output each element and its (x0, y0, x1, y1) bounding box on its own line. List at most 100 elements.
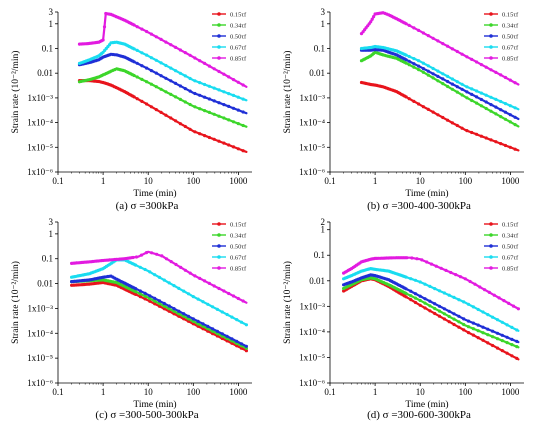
series-point (159, 74, 163, 78)
series-point (455, 49, 459, 54)
series-point (510, 343, 514, 347)
series-point (149, 69, 153, 73)
series-point (441, 82, 445, 86)
series-point (164, 113, 168, 117)
legend-marker (217, 12, 221, 16)
series-point (413, 300, 418, 305)
series-point (236, 296, 240, 301)
y-tick-label: 1x10⁻⁶ (27, 378, 53, 388)
series-point (222, 103, 226, 107)
series-point (442, 307, 446, 311)
series-point (198, 81, 202, 85)
series-point (217, 286, 221, 291)
series-point (183, 268, 187, 272)
series-point (167, 281, 171, 285)
series-point (177, 312, 181, 316)
x-tick-label: 1000 (229, 387, 248, 397)
series-point (409, 298, 413, 302)
series-point (193, 56, 197, 60)
series-point (157, 275, 162, 279)
series-point (478, 285, 482, 289)
y-tick-label: 1x10⁻⁶ (299, 378, 325, 388)
series-point (188, 127, 192, 131)
series-point (239, 342, 244, 346)
series-point (203, 61, 207, 65)
series-point (241, 123, 245, 128)
series-point (465, 90, 469, 94)
series-point (164, 40, 168, 44)
series-point (227, 92, 231, 96)
series-point (239, 320, 244, 324)
x-axis-label: Time (min) (133, 188, 176, 199)
series-point (230, 337, 234, 341)
series-point (203, 109, 207, 113)
series-point (222, 90, 226, 94)
series-point (452, 295, 456, 299)
series-point (162, 301, 166, 306)
series-line (360, 48, 520, 121)
series-point (423, 282, 427, 286)
series-point (167, 309, 171, 313)
y-tick-label: 1x10⁻³ (300, 301, 326, 311)
series-point (207, 135, 211, 140)
series-point (494, 140, 498, 144)
series-point (149, 105, 153, 109)
x-tick-label: 1 (373, 387, 378, 397)
series-point (227, 143, 231, 147)
series-point (460, 87, 464, 91)
series-point (457, 314, 461, 318)
series-point (413, 296, 418, 300)
series-point (135, 75, 139, 79)
series-point (139, 253, 144, 257)
series-point (172, 309, 176, 313)
series-point (446, 79, 450, 84)
series-point (244, 349, 248, 353)
series-point (143, 297, 147, 301)
series-point (441, 42, 445, 46)
series-point (206, 324, 210, 328)
series-point (481, 325, 485, 329)
series-point (169, 43, 173, 47)
series-point (505, 351, 509, 355)
series-point (418, 280, 422, 284)
series-point (404, 295, 408, 299)
series-point (198, 132, 202, 136)
series-point (143, 291, 147, 295)
legend: 0.15τf 0.34τf 0.50τf 0.67τf 0.85τf (484, 12, 519, 63)
y-tick-label: 1x10⁻⁴ (27, 328, 53, 338)
series-point (434, 264, 438, 268)
series-point (162, 307, 166, 311)
series-point (135, 25, 139, 29)
x-axis-label: Time (min) (405, 188, 448, 199)
series-point (211, 305, 215, 309)
series-point (149, 32, 153, 36)
series-point (207, 110, 211, 114)
series-point (418, 303, 422, 307)
series-point (404, 58, 408, 62)
series-point (515, 356, 519, 360)
series-point (145, 53, 149, 57)
series-point (188, 53, 192, 57)
series-point (421, 70, 425, 74)
series-point (433, 287, 437, 291)
chart-panel-3: 0.1 1 10 100 1000 1x10⁻⁶ 1x10⁻⁵ 1x10⁻⁴ 1x10⁻³ 0.0… (10, 217, 252, 421)
series-point (491, 329, 495, 333)
x-tick-label: 10 (416, 176, 426, 186)
legend-marker (489, 45, 493, 49)
legend-marker (217, 222, 221, 226)
legend-marker (217, 34, 221, 38)
panel-caption: (c) σ =300-500-300kPa (95, 409, 198, 421)
y-tick-label: 1 (321, 225, 326, 235)
series-point (486, 313, 490, 317)
series-point (437, 289, 442, 293)
series-point (470, 57, 474, 62)
series-point (500, 349, 504, 353)
x-tick-label: 100 (187, 387, 201, 397)
series-point (191, 317, 195, 321)
series-point (138, 265, 142, 269)
series-point (231, 78, 236, 82)
series-point (455, 80, 459, 84)
series-point (148, 294, 152, 298)
series-point (138, 289, 142, 293)
